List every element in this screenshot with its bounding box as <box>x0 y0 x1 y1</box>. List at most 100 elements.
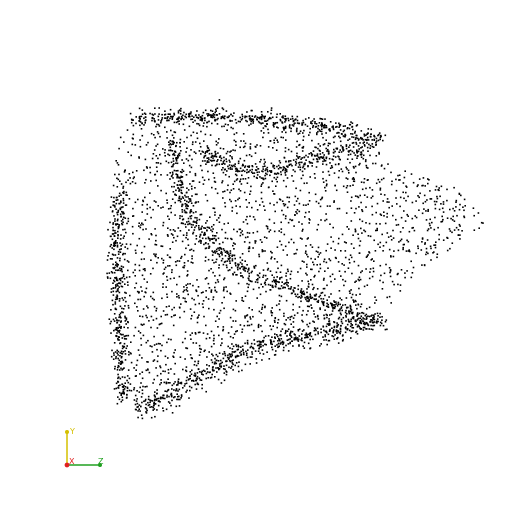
cloud-point <box>306 336 308 339</box>
cloud-point <box>201 231 203 233</box>
cloud-point <box>140 344 143 346</box>
cloud-point <box>328 296 330 298</box>
cloud-point <box>198 228 200 231</box>
cloud-point <box>349 185 352 187</box>
cloud-point <box>264 125 266 127</box>
cloud-point <box>337 336 339 339</box>
cloud-point <box>261 117 263 119</box>
cloud-point <box>248 307 250 309</box>
cloud-point <box>219 365 221 367</box>
cloud-point <box>241 115 244 118</box>
cloud-point <box>353 152 355 154</box>
cloud-point <box>306 125 309 127</box>
cloud-point <box>170 394 173 397</box>
cloud-point <box>184 211 187 214</box>
cloud-point <box>144 219 147 221</box>
cloud-point <box>345 145 348 147</box>
cloud-point <box>187 159 190 162</box>
cloud-point <box>122 206 124 208</box>
cloud-point <box>321 196 324 199</box>
cloud-point <box>274 286 277 288</box>
cloud-point <box>195 225 198 227</box>
cloud-point <box>223 372 226 374</box>
cloud-point <box>134 403 137 406</box>
cloud-point <box>326 343 328 346</box>
cloud-point <box>231 120 233 122</box>
cloud-point <box>133 387 136 389</box>
cloud-point <box>175 264 178 267</box>
cloud-point <box>336 332 338 334</box>
cloud-point <box>324 190 327 192</box>
cloud-point <box>342 334 344 336</box>
cloud-point <box>162 224 164 227</box>
cloud-point <box>133 388 135 391</box>
cloud-point <box>365 187 367 190</box>
cloud-point <box>311 154 313 157</box>
cloud-point <box>138 120 140 122</box>
cloud-point <box>195 114 197 116</box>
cloud-point <box>183 209 186 212</box>
cloud-point <box>336 325 339 327</box>
cloud-point <box>326 316 328 319</box>
cloud-point <box>189 222 191 225</box>
cloud-point <box>285 170 288 173</box>
cloud-point <box>307 255 309 258</box>
cloud-point <box>328 322 331 325</box>
cloud-point <box>453 229 456 231</box>
cloud-point <box>128 377 131 380</box>
cloud-point <box>349 325 352 328</box>
cloud-point <box>194 141 197 143</box>
cloud-point <box>142 308 145 310</box>
cloud-point <box>168 265 171 267</box>
cloud-point <box>367 150 369 152</box>
cloud-point <box>213 369 215 372</box>
cloud-point <box>193 380 195 382</box>
cloud-point <box>371 139 373 141</box>
cloud-point <box>157 157 159 160</box>
cloud-point <box>349 304 352 307</box>
cloud-point <box>214 376 216 378</box>
cloud-point <box>253 329 255 332</box>
cloud-point <box>332 304 335 306</box>
cloud-point <box>204 370 206 372</box>
cloud-point <box>200 130 202 133</box>
cloud-point <box>151 119 153 122</box>
cloud-point <box>251 346 254 349</box>
cloud-point <box>284 203 287 206</box>
cloud-point <box>273 176 276 179</box>
cloud-point <box>334 249 336 251</box>
cloud-point <box>184 223 187 226</box>
cloud-point <box>369 186 371 189</box>
cloud-point <box>216 279 219 281</box>
cloud-point <box>290 150 293 153</box>
cloud-point <box>314 177 316 179</box>
cloud-point <box>243 140 245 142</box>
cloud-point <box>348 321 351 323</box>
cloud-point <box>251 356 253 358</box>
cloud-point <box>369 235 372 238</box>
cloud-point <box>115 285 117 288</box>
cloud-point <box>323 125 326 127</box>
cloud-point <box>116 265 119 268</box>
cloud-point <box>170 338 172 341</box>
cloud-point <box>237 268 239 271</box>
cloud-point <box>204 154 207 157</box>
cloud-point <box>236 354 239 357</box>
cloud-point <box>233 333 236 335</box>
cloud-point <box>458 193 461 195</box>
cloud-point <box>231 254 234 256</box>
cloud-point <box>124 335 127 337</box>
cloud-point <box>178 297 180 299</box>
cloud-point <box>140 115 143 118</box>
cloud-point <box>118 326 121 328</box>
cloud-point <box>360 227 362 230</box>
cloud-point <box>306 266 308 268</box>
cloud-point <box>434 246 437 249</box>
cloud-point <box>302 165 305 167</box>
cloud-point <box>227 345 229 348</box>
cloud-point <box>259 239 262 241</box>
cloud-point <box>376 322 378 324</box>
cloud-point <box>119 298 121 300</box>
cloud-point <box>214 188 217 190</box>
